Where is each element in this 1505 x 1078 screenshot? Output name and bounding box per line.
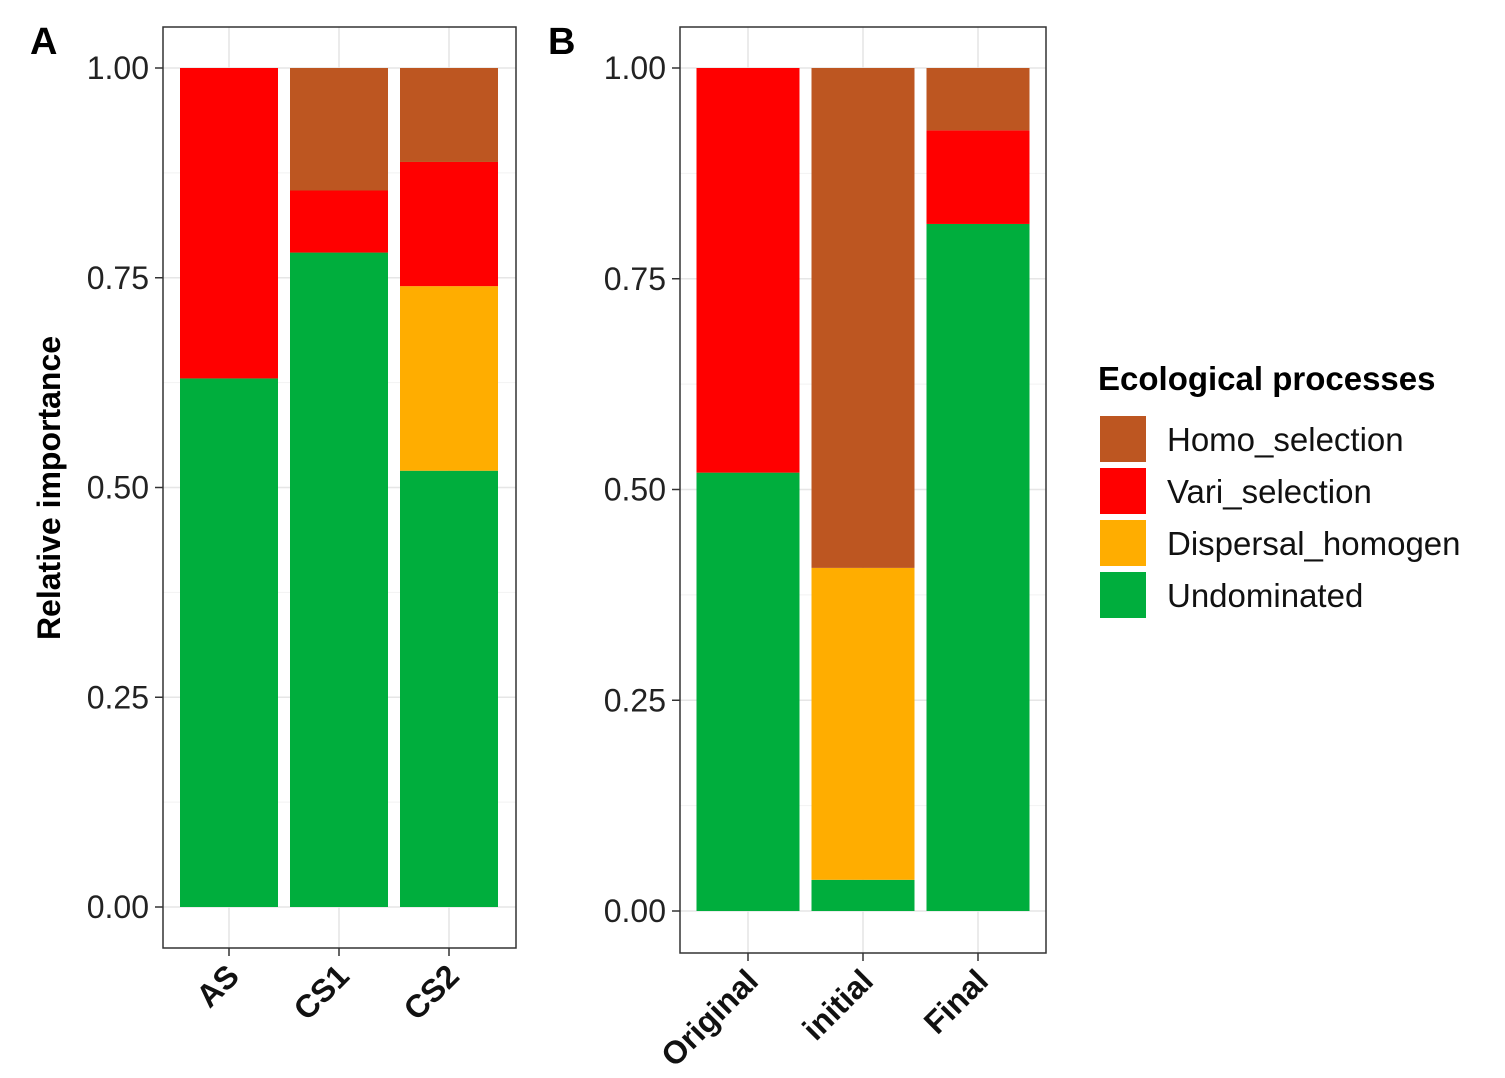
y-tick-label: 1.00 [87,50,149,86]
bar-as-undominated [180,378,278,907]
bar-final-vari-selection [926,130,1030,224]
panel-b: B 0.00 0.25 0.50 0.75 1.00 Original initial Fi… [548,21,1047,1073]
panel-a-y-ticks: 0.00 0.25 0.50 0.75 1.00 [87,50,163,925]
legend-items: Homo_selection Vari_selection Dispersal_ho… [1098,414,1461,620]
bar-cs1-homo-selection [290,68,388,191]
legend-label-undominated: Undominated [1167,577,1363,614]
legend-label-vari-selection: Vari_selection [1167,473,1372,510]
bar-initial-undominated [811,879,915,911]
x-tick-label-initial: initial [795,962,880,1047]
legend-label-homo-selection: Homo_selection [1167,421,1404,458]
bar-as-vari-selection [180,68,278,379]
bar-cs2-vari-selection [400,161,498,287]
x-tick-label-cs2: CS2 [396,957,465,1026]
x-tick-label-final: Final [917,962,995,1040]
y-tick-label: 1.00 [604,50,666,86]
legend-swatch-homo-selection [1100,416,1146,462]
bar-initial-homo-selection [811,68,915,568]
legend-swatch-vari-selection [1100,468,1146,514]
panel-b-tag: B [548,21,575,63]
x-tick-label-cs1: CS1 [286,957,355,1026]
y-axis-title: Relative importance [31,336,67,640]
legend-swatch-dispersal-homogen [1100,520,1146,566]
panel-a-x-ticks: AS CS1 CS2 [189,948,466,1027]
panel-a-tag: A [30,21,57,63]
panel-b-y-ticks: 0.00 0.25 0.50 0.75 1.00 [604,50,680,929]
y-tick-label: 0.00 [604,893,666,929]
y-tick-label: 0.75 [604,261,666,297]
y-tick-label: 0.25 [604,682,666,718]
bar-cs1-vari-selection [290,190,388,253]
bar-cs2-undominated [400,470,498,907]
bar-final-homo-selection [926,68,1030,131]
bar-original-undominated [696,472,800,911]
y-tick-label: 0.75 [87,260,149,296]
y-tick-label: 0.00 [87,889,149,925]
panel-a: A Relative importance 0.00 0.25 0.50 0.75 1.… [30,21,517,1027]
bar-initial-dispersal-homogen [811,567,915,880]
y-tick-label: 0.25 [87,679,149,715]
bar-cs1-undominated [290,252,388,907]
x-tick-label-original: Original [654,962,765,1073]
panel-a-bars [180,68,498,907]
legend-title: Ecological processes [1098,360,1436,397]
panel-b-x-ticks: Original initial Final [654,953,995,1073]
panel-b-bars [696,68,1030,911]
legend-label-dispersal-homogen: Dispersal_homogen [1167,525,1461,562]
legend-swatch-undominated [1100,572,1146,618]
x-tick-label-as: AS [189,957,246,1014]
bar-final-undominated [926,223,1030,911]
bar-cs2-dispersal-homogen [400,286,498,471]
bar-original-vari-selection [696,68,800,473]
y-tick-label: 0.50 [604,472,666,508]
bar-cs2-homo-selection [400,68,498,162]
y-tick-label: 0.50 [87,470,149,506]
legend: Ecological processes Homo_selection Vari_… [1098,360,1461,620]
